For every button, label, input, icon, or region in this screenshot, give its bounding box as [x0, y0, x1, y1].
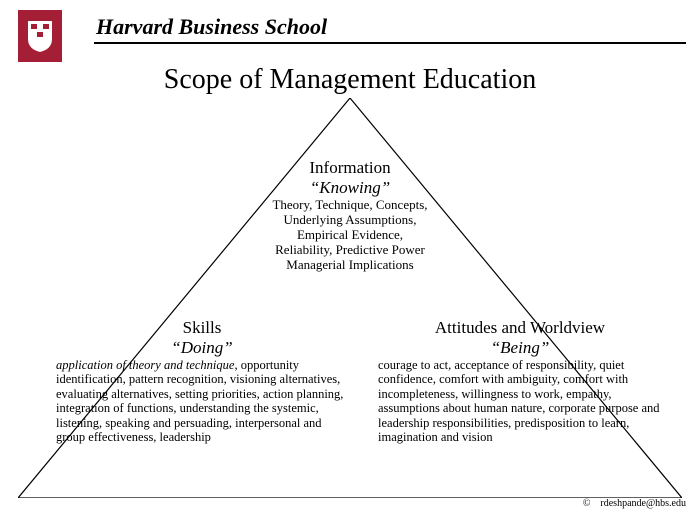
top-sub: “Knowing” — [200, 178, 500, 198]
slide-body: Scope of Management Education Informatio… — [0, 60, 700, 513]
org-name: Harvard Business School — [96, 14, 327, 40]
header-rule — [94, 42, 686, 44]
right-body: courage to act, acceptance of responsibi… — [378, 358, 662, 444]
header: Harvard Business School — [0, 0, 700, 60]
right-sub: “Being” — [378, 338, 662, 358]
top-heading: Information — [200, 158, 500, 178]
footer-credit: © rdeshpande@hbs.edu — [583, 498, 686, 509]
left-lead: application of theory and technique — [56, 358, 234, 372]
left-block: Skills “Doing” application of theory and… — [56, 318, 348, 444]
right-heading: Attitudes and Worldview — [378, 318, 662, 338]
shield-icon — [26, 19, 54, 53]
left-heading: Skills — [56, 318, 348, 338]
slide-title: Scope of Management Education — [0, 64, 700, 96]
hbs-logo — [18, 10, 62, 62]
top-body: Theory, Technique, Concepts, Underlying … — [200, 198, 500, 273]
right-block: Attitudes and Worldview “Being” courage … — [378, 318, 662, 444]
top-block: Information “Knowing” Theory, Technique,… — [200, 158, 500, 273]
left-body: application of theory and technique, opp… — [56, 358, 348, 444]
left-sub: “Doing” — [56, 338, 348, 358]
